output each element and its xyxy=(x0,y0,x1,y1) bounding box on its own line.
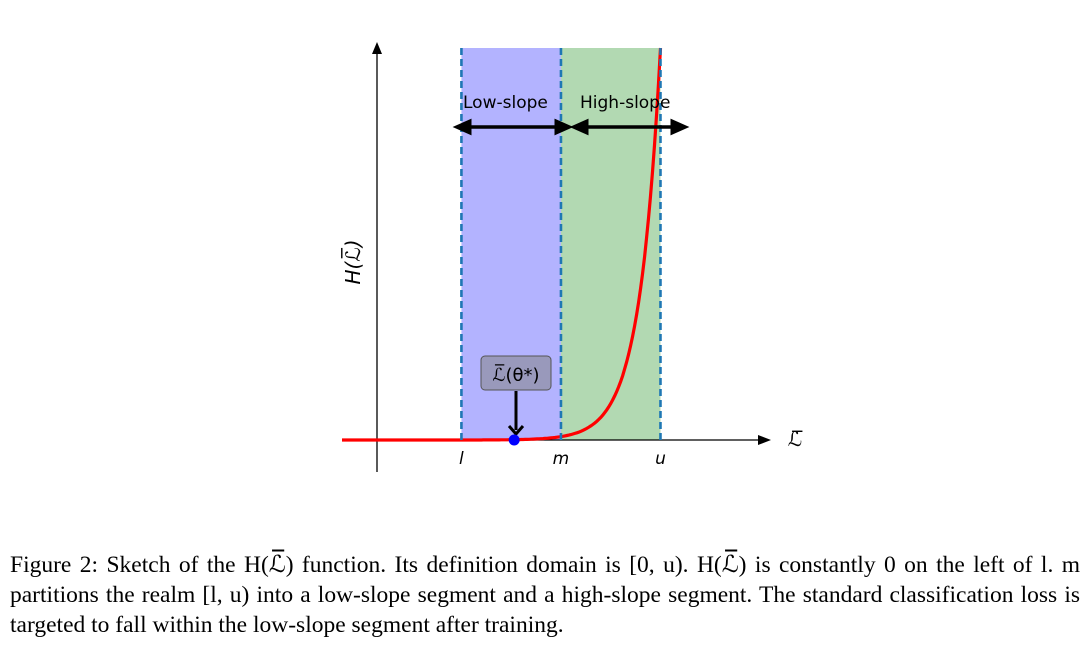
x-tick-label-m: m xyxy=(553,449,570,469)
annotation-label: ℒ̅(θ*) xyxy=(492,364,539,386)
x-axis-label: ℒ̅ xyxy=(788,427,803,451)
x-tick-label-u: u xyxy=(655,449,666,469)
y-axis-arrow-icon xyxy=(372,42,382,54)
figure-number: Figure 2: xyxy=(10,552,99,578)
caption-text: Sketch of the H(ℒ̅) function. Its defini… xyxy=(10,552,1081,638)
figure-chart: Low-slope High-slope ℒ̅(θ*) l m u ℒ̅ H(ℒ̅) xyxy=(340,42,803,472)
theta-star-annotation: ℒ̅(θ*) xyxy=(480,355,552,437)
region-label-high-slope: High-slope xyxy=(580,93,670,113)
h-function-curve xyxy=(342,47,663,442)
figure-caption: Figure 2: Sketch of the H(ℒ̅) function. … xyxy=(10,550,1080,640)
region-label-low-slope: Low-slope xyxy=(463,93,548,113)
x-tick-label-l: l xyxy=(459,449,464,469)
theta-star-point xyxy=(508,434,520,446)
shaded-regions xyxy=(461,48,661,440)
x-axis-arrow-icon xyxy=(758,435,771,445)
annotation-box xyxy=(480,355,552,391)
y-axis-label: H(ℒ̅) xyxy=(340,239,365,284)
annotation-arrow-head-icon xyxy=(507,425,525,437)
region-high-slope xyxy=(560,48,661,440)
